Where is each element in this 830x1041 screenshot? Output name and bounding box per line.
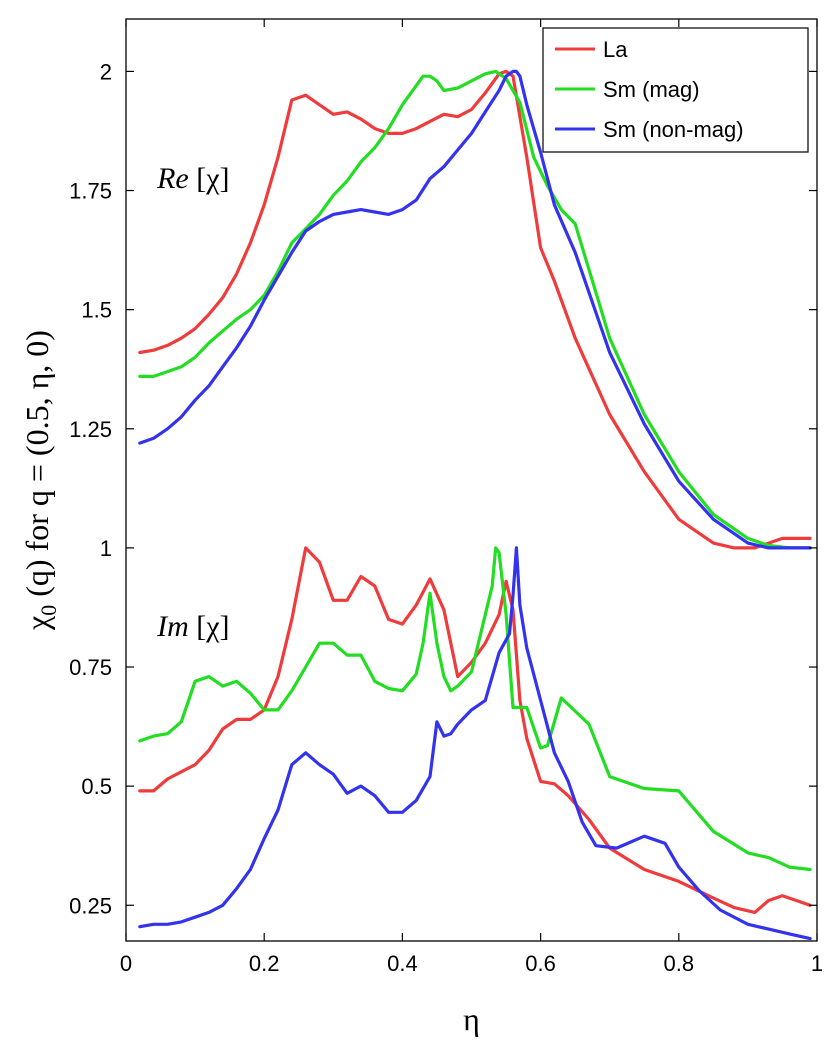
y-axis-title-rest: (q) for q = (0.5, η, 0) bbox=[19, 330, 55, 605]
y-axis-ticks: 0.25 0.5 0.75 1 1.25 1.5 1.75 2 bbox=[69, 59, 817, 918]
annotation-bracket: [χ] bbox=[189, 610, 230, 643]
x-tick-label: 0.2 bbox=[249, 951, 280, 976]
y-tick-label: 0.25 bbox=[69, 893, 112, 918]
y-tick-label: 0.75 bbox=[69, 655, 112, 680]
x-tick-label: 0.4 bbox=[387, 951, 418, 976]
series-line-im-sm-non-mag bbox=[138, 546, 812, 941]
legend-entry-sm-non-mag: Sm (non-mag) bbox=[555, 117, 744, 142]
y-tick-label: 0.5 bbox=[81, 774, 112, 799]
annotation-part-label: Im bbox=[156, 610, 189, 643]
legend-entry-sm-mag: Sm (mag) bbox=[555, 77, 700, 102]
series-line-re-sm-non-mag bbox=[138, 69, 812, 550]
annotation-bracket: [χ] bbox=[189, 162, 230, 195]
x-tick-label: 0.8 bbox=[664, 951, 695, 976]
series-line-re-sm-mag bbox=[138, 69, 812, 550]
legend-entry-la: La bbox=[555, 37, 628, 62]
annotations: Re [χ]Im [χ] bbox=[156, 162, 229, 643]
y-tick-label: 1.5 bbox=[81, 298, 112, 323]
series-line-im-sm-mag bbox=[138, 546, 812, 872]
legend: La Sm (mag) Sm (non-mag) bbox=[542, 27, 809, 153]
x-tick-label: 1 bbox=[811, 951, 823, 976]
series-line-re-la bbox=[138, 69, 812, 550]
legend-label-la: La bbox=[603, 37, 628, 62]
x-axis-ticks: 0 0.2 0.4 0.6 0.8 1 bbox=[120, 19, 823, 976]
x-axis-title: η bbox=[463, 1001, 480, 1037]
series-group bbox=[138, 69, 812, 941]
legend-label-sm-non-mag: Sm (non-mag) bbox=[603, 117, 744, 142]
plot-area: 0 0.2 0.4 0.6 0.8 1 0.250.50.7511.251.51.752 … bbox=[69, 18, 823, 976]
x-tick-label: 0 bbox=[120, 951, 132, 976]
series-line-im-la bbox=[138, 546, 812, 914]
y-tick-label: 1.75 bbox=[69, 179, 112, 204]
annotation-re: Re [χ] bbox=[156, 162, 229, 195]
x-tick-label: 0.6 bbox=[525, 951, 556, 976]
y-tick-label: 1.25 bbox=[69, 417, 112, 442]
y-axis-title: χ0 (q) for q = (0.5, η, 0) bbox=[19, 330, 61, 631]
y-axis-title-symbol: χ bbox=[19, 615, 55, 631]
y-tick-label: 2 bbox=[100, 59, 112, 84]
plot-frame bbox=[125, 18, 818, 942]
legend-label-sm-mag: Sm (mag) bbox=[603, 77, 700, 102]
annotation-im: Im [χ] bbox=[156, 610, 229, 643]
y-axis-title-subscript: 0 bbox=[36, 605, 61, 616]
y-tick-label: 1 bbox=[100, 536, 112, 561]
annotation-part-label: Re bbox=[156, 162, 189, 195]
